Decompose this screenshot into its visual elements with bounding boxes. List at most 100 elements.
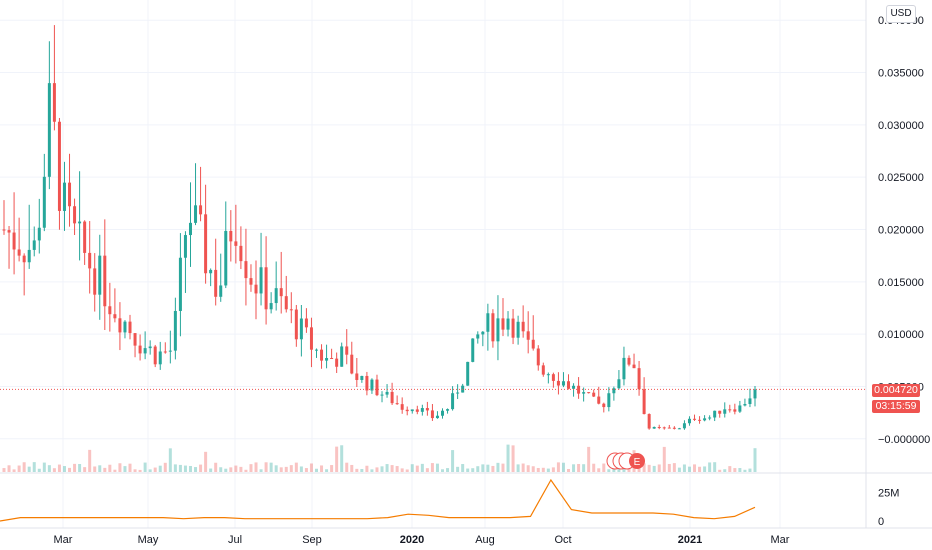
volume-bar [360,469,364,472]
candle-body [531,339,535,349]
volume-bar [677,467,681,472]
volume-bar [314,468,318,472]
candle-body [309,327,313,350]
candle-body [108,306,112,315]
volume-bar [32,462,36,472]
volume-bar [738,468,742,472]
x-tick-label: Oct [554,534,571,546]
volume-bar [602,463,606,472]
y-tick-label: −0.000000 [878,434,930,446]
volume-bar [37,468,41,472]
candle-body [617,379,621,389]
volume-bar [718,469,722,472]
volume-bar [88,449,92,472]
candle-body [88,252,92,269]
volume-bar [254,462,258,472]
candle-body [330,358,334,360]
volume-bar [158,465,162,472]
candle-body [698,419,702,421]
volume-bar [592,463,596,472]
volume-bar [546,468,550,472]
volume-bar [693,464,697,472]
volume-bar [12,469,16,472]
event-marker-icon[interactable] [629,453,645,469]
volume-bar [672,463,676,472]
volume-bar [17,465,21,472]
candle-body [78,221,82,224]
candle-body [335,358,339,367]
candle-body [360,375,364,380]
x-tick-label: Jul [228,534,242,546]
candle-body [541,365,545,375]
volume-bar [188,465,192,472]
candle-body [314,349,318,351]
candle-body [123,321,127,333]
volume-bar [597,468,601,472]
x-tick-label: 2020 [400,534,424,546]
candle-body [627,357,631,365]
candle-body [587,392,591,394]
candle-body [98,255,102,295]
volume-bar [607,469,611,472]
candle-body [400,404,404,410]
volume-bar [148,469,152,472]
volume-bar [249,464,253,472]
volume-bar [42,462,46,472]
candle-body [582,392,586,394]
candle-body [209,269,213,274]
candle-body [93,268,97,295]
volume-bar [47,465,51,472]
candle-body [380,394,384,396]
candle-body [430,410,434,419]
candle-body [577,385,581,394]
candle-body [345,346,349,355]
volume-bar [194,467,198,472]
x-tick-label: Sep [302,534,322,546]
candle-body [304,318,308,328]
volume-bar [531,466,535,472]
candle-body [672,427,676,429]
candle-body [113,314,117,319]
candle-body [320,349,324,361]
indicator-line [0,478,756,522]
volume-bar [93,466,97,472]
candle-body [214,269,218,297]
volume-bar [481,464,485,472]
candle-body [7,230,11,233]
volume-bar [430,463,434,472]
candle-body [451,393,455,410]
candle-body [526,331,530,340]
candle-body [22,255,26,263]
volume-bar [652,465,656,472]
volume-bar [234,465,238,472]
volume-bar [516,464,520,472]
candle-body [567,381,571,389]
volume-bar [446,468,450,472]
candle-body [441,410,445,416]
candle-body [546,374,550,376]
y-tick-label: 0.030000 [878,120,924,132]
volume-bar [229,467,233,472]
volume-bar [698,466,702,472]
volume-bar [456,466,460,472]
volume-bar [62,466,66,472]
currency-button[interactable]: USD [886,5,916,23]
candle-body [693,418,697,420]
candle-body [708,417,712,419]
candle-body [405,409,409,412]
volume-bar [501,463,505,472]
indicator-y-tick-label: 25M [878,488,899,500]
volume-bar [330,465,334,472]
candle-body [491,313,495,342]
volume-bar [435,463,439,472]
candle-body [511,318,515,338]
candle-body [556,380,560,386]
candle-body [269,303,273,310]
volume-bar [22,462,26,472]
volume-bar [274,465,278,472]
candle-body [713,410,717,418]
candle-body [229,230,233,242]
volume-bar [667,463,671,472]
event-marker-label: E [634,457,641,468]
